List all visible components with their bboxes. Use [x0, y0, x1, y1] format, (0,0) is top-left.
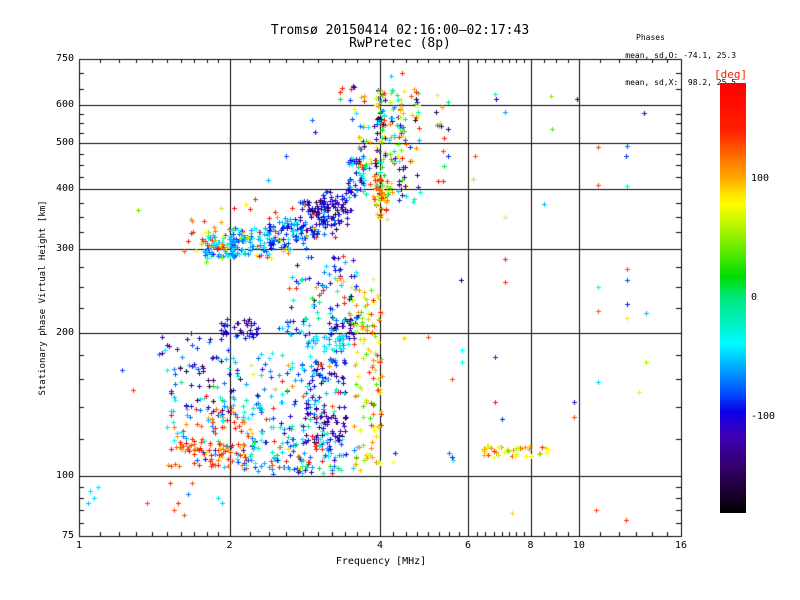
y-axis-title: Stationary phase Virtual Height [km] [38, 200, 48, 396]
y-tick-label: 400 [55, 183, 74, 195]
x-axis-title: Frequency [MHz] [335, 556, 427, 567]
y-tick-label: 750 [55, 53, 74, 64]
y-tick-label: 500 [55, 136, 74, 148]
colorbar-tick-label: 100 [751, 172, 770, 184]
colorbar-gradient [720, 83, 746, 513]
x-tick-label: 6 [465, 540, 472, 551]
x-tick-label: 1 [75, 540, 83, 551]
y-tick-label: 200 [55, 326, 74, 338]
y-tick-label: 300 [55, 242, 74, 254]
x-tick-label: 16 [674, 540, 688, 551]
x-tick-label: 2 [226, 540, 233, 551]
colorbar-unit-label: [deg] [714, 68, 748, 81]
x-tick-label: 4 [376, 540, 384, 551]
y-tick-label: 75 [61, 530, 74, 541]
colorbar-tick-label: -100 [751, 411, 776, 423]
y-tick-label: 600 [55, 99, 74, 111]
x-tick-label: 8 [527, 540, 534, 551]
y-tick-label: 100 [55, 470, 74, 482]
x-tick-label: 10 [572, 540, 585, 551]
colorbar-tick-label: 0 [751, 292, 758, 303]
